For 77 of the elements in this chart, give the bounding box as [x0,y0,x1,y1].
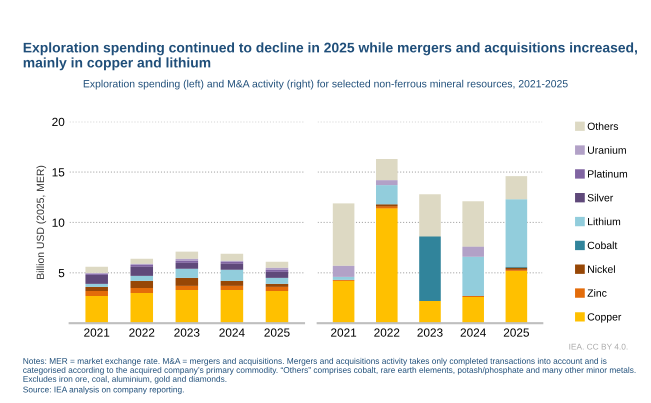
bar [130,292,154,324]
bar [332,203,354,266]
bar [506,176,528,200]
bar [85,296,108,324]
bar [220,264,244,270]
bar [266,290,288,324]
chart-title: Exploration spending continued to decline in 2025 while mergers and acquisitions increased, mainly in copper and lithium [24,42,637,70]
x-tick-label: 2025 [264,328,290,337]
bar [85,290,108,296]
text: IEA. CC BY 4.0. [569,344,628,350]
bar [176,278,198,286]
bar [176,262,198,269]
bar [130,288,154,293]
x-tick-label: 2022 [374,328,400,337]
x-tick-label: 2021 [331,328,356,337]
bar [332,266,354,277]
x-tick-label: 2021 [84,328,110,337]
bar [266,262,288,268]
legend-label: Silver [588,194,614,202]
x-tick-label: 2025 [504,328,530,337]
bar [376,180,398,186]
bar [506,199,528,267]
bar [462,297,484,324]
bar [130,266,154,276]
bar [419,301,441,324]
bar [176,252,198,259]
bar [462,201,484,247]
bar [376,158,398,180]
bar [266,272,288,278]
y-tick-label: 10 [52,218,64,227]
y-tick-label: 15 [52,168,64,176]
bar [266,284,288,287]
legend-label: Others [588,122,618,130]
text: Notes: MER = market exchange rate. M&A = mergers and acquisitions. Mergers and acquisitions activity takes only completed transactions into account and is categorised according to the acquired company’s primary commodity. “Others” comprises cobalt, rare earth elements, potash/phosphate and many other minor metals. Excludes iron ore, coal, aluminium, gold and diamonds. [23,358,636,384]
legend-label: Platinum [588,170,628,178]
bar [376,208,398,324]
bar [85,274,108,284]
x-tick-label: 2024 [219,328,245,337]
bar [220,290,244,324]
x-tick-label: 2022 [129,328,154,337]
bar [220,254,244,261]
bar [176,290,198,324]
bar [332,276,354,280]
x-tick-label: 2023 [417,328,443,337]
bar [419,194,441,237]
bar [176,268,198,278]
bar [332,280,354,324]
bar [130,280,154,288]
bar [85,284,108,287]
bar [130,258,154,264]
bar [462,256,484,296]
bar [220,280,244,286]
x-tick-label: 2024 [460,328,486,337]
legend-label: Zinc [588,289,607,297]
bar [85,286,108,291]
bar [506,270,528,324]
text: Exploration spending (left) and M&A activity (right) for selected non-ferrous mineral resources, 2021-2025 [84,80,568,90]
legend-label: Uranium [588,146,626,154]
bar [130,276,154,281]
y-axis-title: Billion USD (2025, MER) [36,166,46,279]
legend-label: Copper [588,313,622,323]
x-tick-label: 2023 [174,328,200,337]
source-note: Source: IEA analysis on company reporting. [23,386,184,394]
bar [176,286,198,290]
y-tick-label: 5 [58,268,64,278]
legend-label: Lithium [588,218,620,226]
bar [266,278,288,284]
bar [220,286,244,290]
legend-label: Cobalt [588,241,618,250]
bar [419,236,441,302]
y-tick-label: 20 [52,118,64,126]
bar [376,185,398,204]
bar [85,266,108,273]
bar [266,286,288,291]
legend-label: Nickel [588,265,615,273]
bar [220,270,244,281]
bar [462,246,484,257]
